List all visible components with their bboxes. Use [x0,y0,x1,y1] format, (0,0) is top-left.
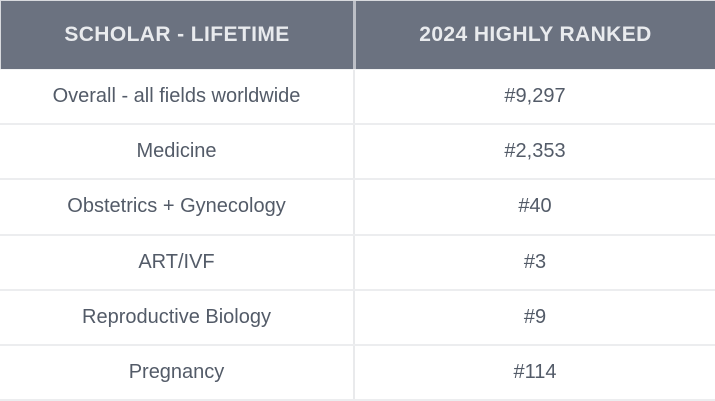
field-label: Obstetrics + Gynecology [0,180,355,234]
table-row: Medicine #2,353 [0,125,715,181]
rank-value: #2,353 [504,140,566,163]
rank-value: #9,297 [504,85,566,108]
field-label: Overall - all fields worldwide [0,70,355,124]
field-label: Pregnancy [0,345,355,400]
rank-value: #9 [523,305,547,328]
table-body: Overall - all fields worldwide #9,297 Me… [0,69,715,401]
table-row: Obstetrics + Gynecology #40 [0,180,715,236]
table-row: Pregnancy #114 [0,345,715,401]
field-label: Reproductive Biology [0,290,355,344]
table-header-row: SCHOLAR - LIFETIME 2024 HIGHLY RANKED [0,0,715,69]
header-scholar-lifetime: SCHOLAR - LIFETIME [1,1,356,69]
rank-value: #114 [513,360,557,383]
table-row: ART/IVF #3 [0,235,715,291]
table-row: Overall - all fields worldwide #9,297 [0,69,715,126]
rank-value: #40 [518,195,552,218]
header-2024-highly-ranked: 2024 HIGHLY RANKED [419,23,652,46]
field-label: ART/IVF [0,235,355,289]
field-label: Medicine [0,125,355,179]
table-row: Reproductive Biology #9 [0,290,715,346]
rank-value: #3 [523,250,547,273]
